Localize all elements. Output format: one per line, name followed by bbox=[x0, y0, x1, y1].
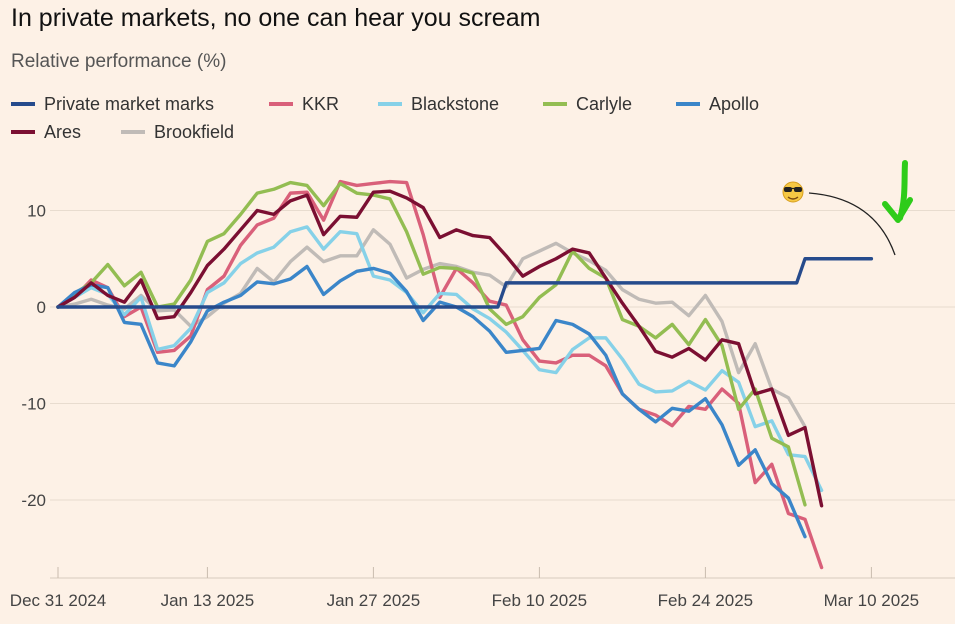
y-axis: 10 0 -10 -20 bbox=[21, 202, 46, 511]
legend-swatch bbox=[543, 102, 567, 106]
x-tick-label: Mar 10 2025 bbox=[824, 591, 919, 610]
y-tick-label: -10 bbox=[21, 395, 46, 414]
x-axis: Dec 31 2024 Jan 13 2025 Jan 27 2025 Feb 10 … bbox=[10, 567, 955, 610]
legend-item: Private market marks bbox=[11, 92, 214, 116]
series-line-kkr bbox=[56, 179, 824, 570]
legend-swatch bbox=[676, 102, 700, 106]
legend-label: Ares bbox=[44, 121, 82, 142]
legend-swatch bbox=[378, 102, 402, 106]
y-tick-label: 0 bbox=[37, 298, 46, 317]
legend-swatch bbox=[11, 102, 35, 106]
x-tick-label: Jan 27 2025 bbox=[327, 591, 421, 610]
legend-swatch bbox=[11, 130, 35, 134]
series-line-private-market-marks bbox=[56, 257, 874, 309]
series-line-carlyle bbox=[56, 180, 807, 507]
legend-label: Blackstone bbox=[411, 93, 500, 114]
legend-label: Carlyle bbox=[576, 93, 633, 114]
series-line-blackstone bbox=[56, 225, 824, 493]
y-tick-label: 10 bbox=[27, 202, 46, 221]
legend-item: KKR bbox=[269, 92, 339, 116]
series-line-apollo bbox=[56, 264, 807, 539]
legend-label: Private market marks bbox=[44, 93, 215, 114]
legend-swatch bbox=[121, 130, 145, 134]
legend-label: Apollo bbox=[709, 93, 760, 114]
annotation-curve bbox=[808, 192, 896, 256]
annotation bbox=[782, 160, 913, 256]
x-tick-label: Dec 31 2024 bbox=[10, 591, 106, 610]
x-tick-label: Feb 24 2025 bbox=[658, 591, 753, 610]
series-lines bbox=[56, 179, 874, 570]
x-tick-label: Jan 13 2025 bbox=[161, 591, 255, 610]
legend-swatch bbox=[269, 102, 293, 106]
green-arrow-icon bbox=[882, 160, 913, 223]
legend-item: Ares bbox=[11, 120, 81, 144]
legend-item: Blackstone bbox=[378, 92, 499, 116]
series-line-brookfield bbox=[56, 228, 807, 429]
legend-item: Apollo bbox=[676, 92, 759, 116]
series-line-ares bbox=[56, 189, 824, 508]
chart-subtitle: Relative performance (%) bbox=[11, 51, 227, 72]
legend-label: Brookfield bbox=[154, 121, 235, 142]
legend-item: Brookfield bbox=[121, 120, 234, 144]
legend-item: Carlyle bbox=[543, 92, 632, 116]
sunglasses-emoji-icon bbox=[782, 181, 804, 203]
x-tick-label: Feb 10 2025 bbox=[492, 591, 587, 610]
y-tick-label: -20 bbox=[21, 491, 46, 510]
legend-label: KKR bbox=[302, 93, 340, 114]
chart-title: In private markets, no one can hear you … bbox=[11, 4, 541, 32]
